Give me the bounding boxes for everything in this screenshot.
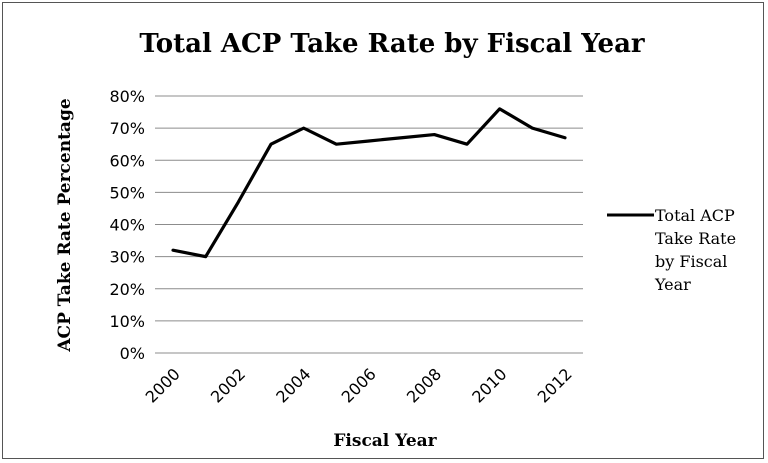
y-tick-label: 60%	[109, 151, 145, 170]
legend-label-line: by Fiscal	[655, 252, 727, 271]
x-tick-label: 2012	[534, 364, 576, 406]
x-tick-label: 2010	[468, 364, 510, 406]
y-tick-label: 30%	[109, 248, 145, 267]
x-axis-ticks: 2000 2002 2004 2006 2008 2010 2012	[142, 364, 576, 406]
x-tick-label: 2006	[338, 364, 380, 406]
legend-label-line: Year	[654, 275, 691, 294]
series-layer	[171, 107, 567, 259]
legend-label: Total ACP Take Rate by Fiscal Year	[654, 206, 741, 294]
x-tick-label: 2002	[207, 364, 249, 406]
gridlines	[155, 95, 583, 354]
chart-frame	[2, 2, 764, 459]
y-tick-label: 70%	[109, 119, 145, 138]
x-axis-title: Fiscal Year	[333, 431, 437, 451]
y-tick-label: 0%	[120, 344, 145, 363]
y-tick-label: 10%	[109, 312, 145, 331]
legend-label-line: Take Rate	[655, 229, 736, 248]
x-tick-label: 2008	[403, 364, 445, 406]
y-tick-label: 40%	[109, 216, 145, 235]
chart-title: Total ACP Take Rate by Fiscal Year	[139, 29, 645, 59]
y-axis-ticks: 0% 10% 20% 30% 40% 50% 60% 70% 80%	[109, 87, 145, 363]
series-line	[171, 107, 567, 259]
y-tick-label: 50%	[109, 183, 145, 202]
y-tick-label: 80%	[109, 87, 145, 106]
x-tick-label: 2004	[272, 364, 314, 406]
x-tick-label: 2000	[142, 364, 184, 406]
legend-label-line: Total ACP	[655, 206, 735, 225]
y-tick-label: 20%	[109, 280, 145, 299]
legend: Total ACP Take Rate by Fiscal Year	[607, 206, 741, 294]
y-axis-title: ACP Take Rate Percentage	[55, 98, 75, 352]
